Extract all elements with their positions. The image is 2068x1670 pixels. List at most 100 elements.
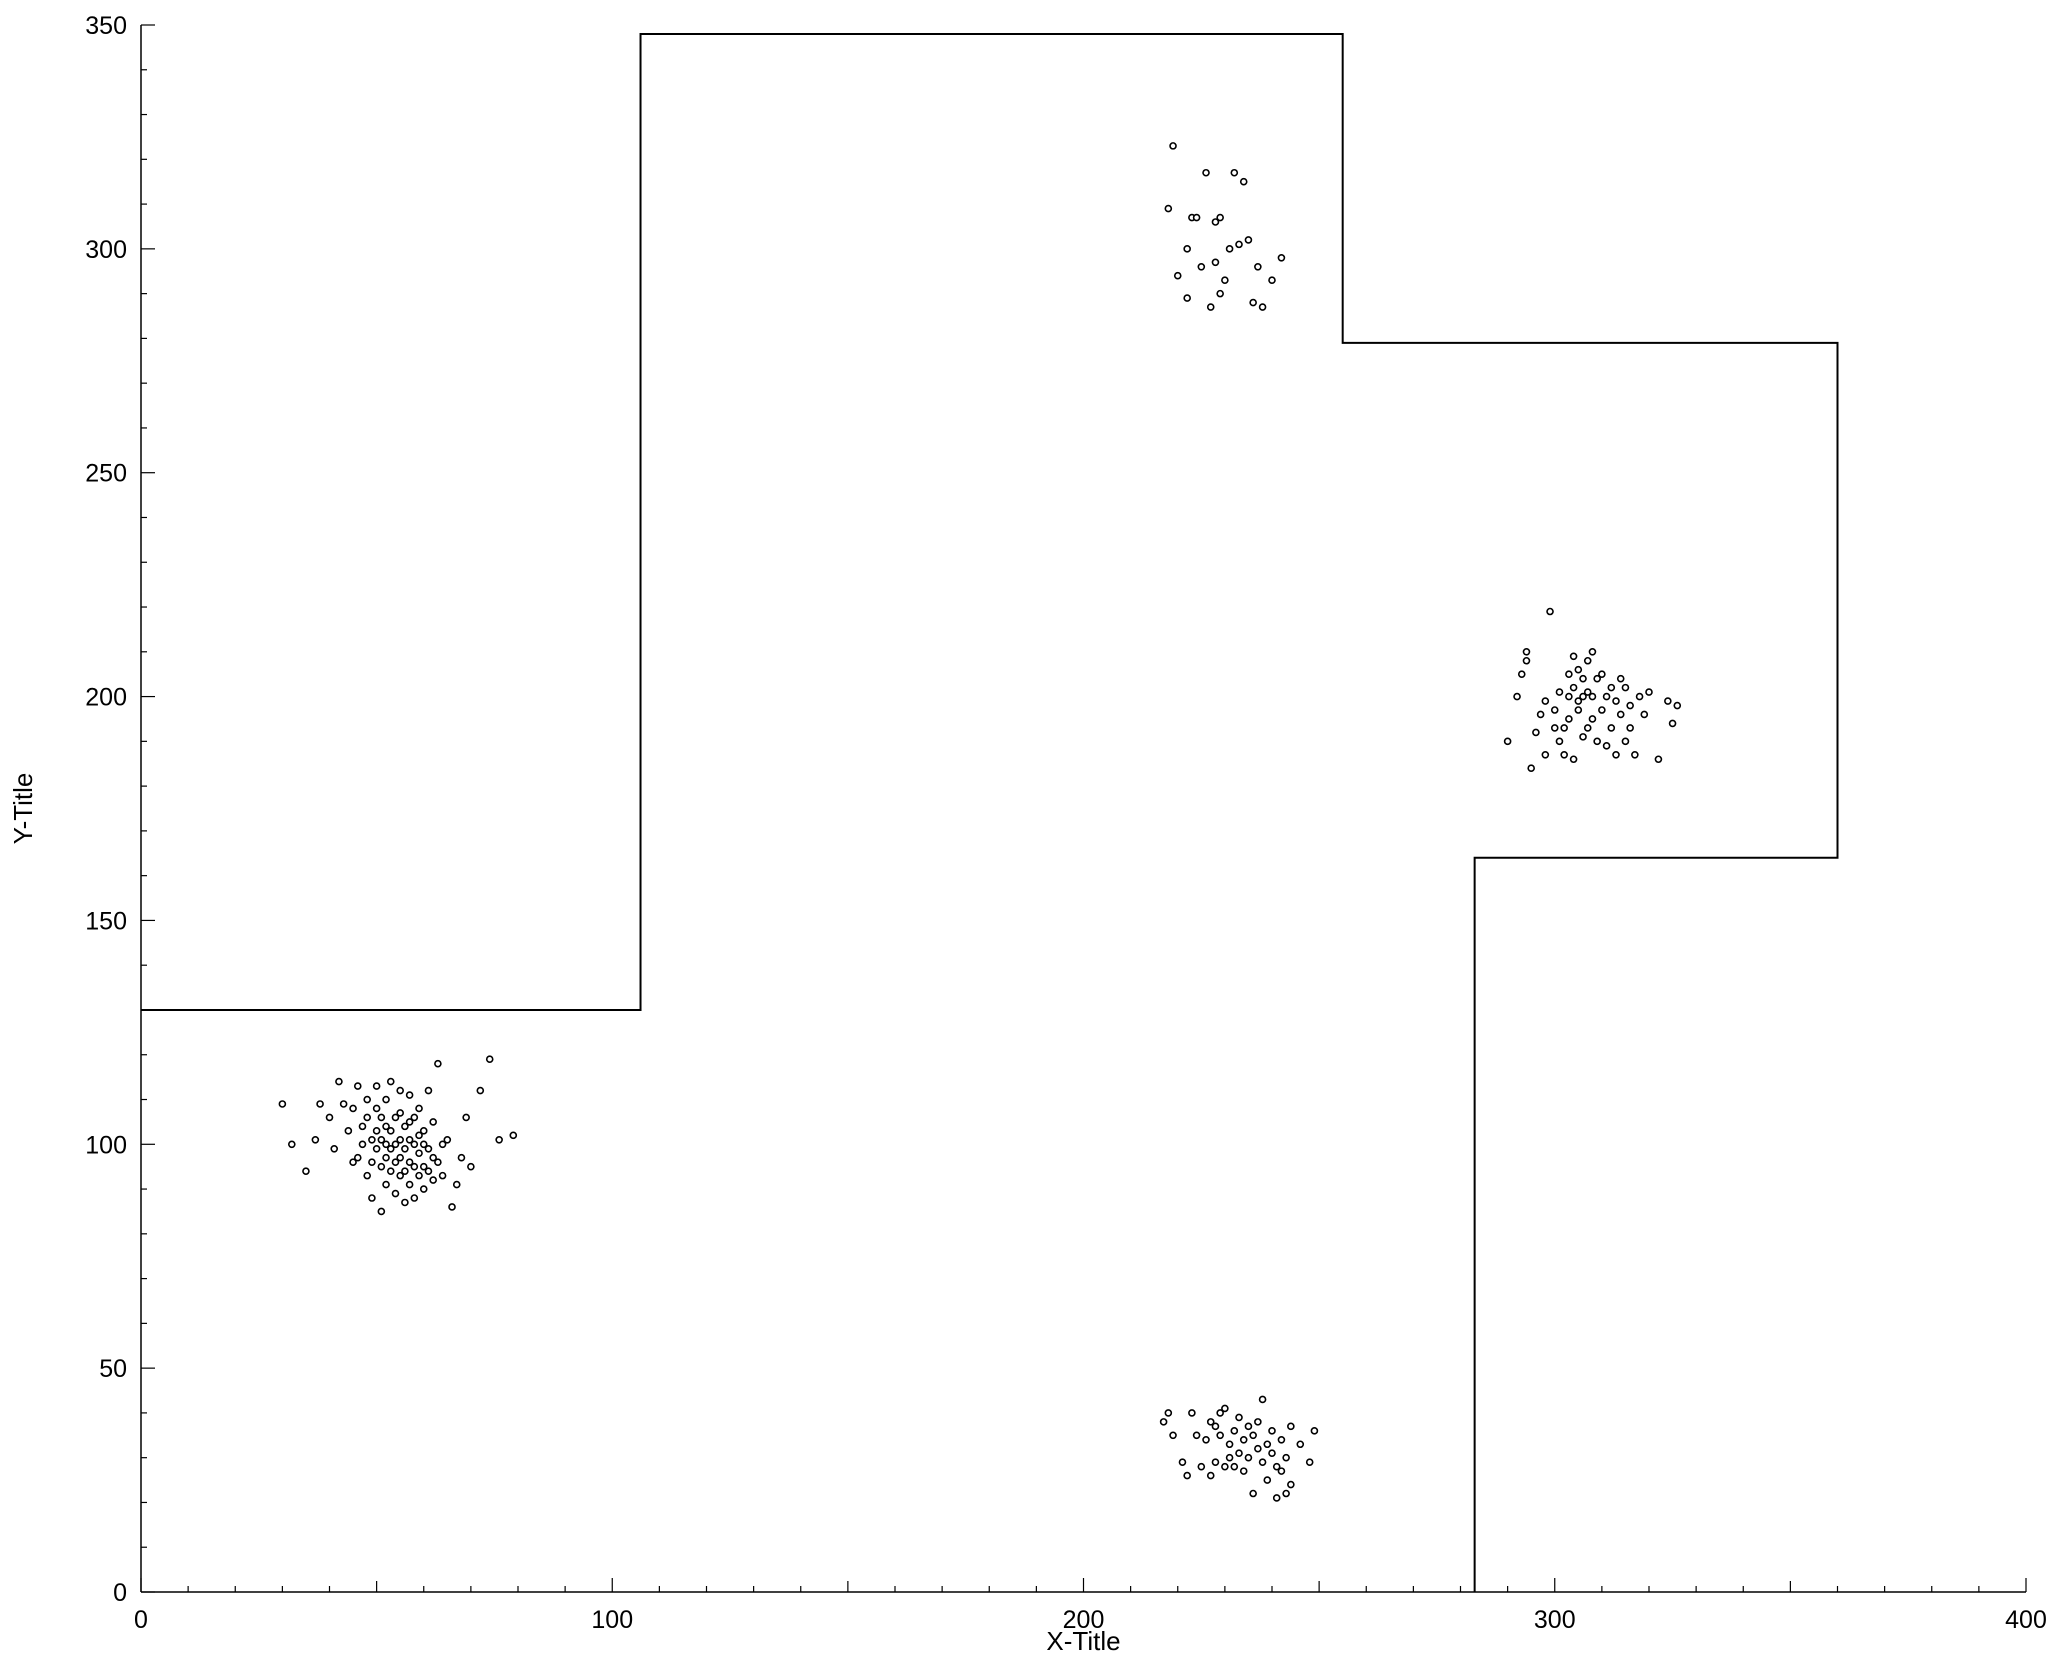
data-point (1621, 683, 1630, 692)
data-point (1532, 728, 1540, 737)
x-tick-label: 0 (134, 1606, 148, 1634)
data-point (1169, 142, 1177, 150)
data-point (1254, 1418, 1262, 1426)
y-tick-label: 350 (85, 12, 127, 40)
data-point (1598, 670, 1606, 678)
data-point (1541, 750, 1550, 759)
data-point (1235, 1449, 1243, 1458)
y-tick-label: 150 (85, 907, 127, 935)
data-point (1310, 1427, 1319, 1435)
data-point (405, 1136, 414, 1144)
data-point (1635, 692, 1644, 701)
data-point (1640, 710, 1649, 719)
data-point (1225, 1440, 1234, 1449)
data-point (353, 1153, 362, 1162)
data-point (1607, 724, 1616, 732)
data-point (405, 1180, 414, 1189)
x-axis-title: X-Title (1046, 1626, 1120, 1656)
data-point (1249, 1431, 1257, 1440)
data-point (1254, 1444, 1262, 1453)
data-point (382, 1122, 390, 1131)
data-point (1202, 1435, 1210, 1444)
series-1 (278, 1055, 518, 1216)
data-point (1282, 1453, 1290, 1462)
data-point (363, 1113, 372, 1122)
data-point (391, 1113, 400, 1122)
data-point (1602, 692, 1611, 701)
data-point (434, 1059, 442, 1068)
data-point (382, 1140, 390, 1149)
x-tick-label: 300 (1534, 1606, 1576, 1634)
data-point (363, 1171, 372, 1180)
data-point (368, 1158, 376, 1166)
data-point (311, 1136, 320, 1144)
y-tick-label: 100 (85, 1131, 127, 1159)
x-axis: 0 100 200 300 400 (134, 1578, 2047, 1634)
data-point (1225, 245, 1234, 253)
data-point (1239, 1467, 1248, 1475)
data-point (377, 1136, 386, 1144)
y-tick-label: 250 (85, 460, 127, 488)
data-point (1244, 1453, 1253, 1462)
data-point (368, 1136, 376, 1144)
data-point (353, 1082, 362, 1090)
data-point (1664, 697, 1672, 705)
data-point (1263, 1440, 1272, 1449)
data-point (1550, 706, 1559, 714)
data-point (278, 1100, 287, 1108)
y-tick-label: 200 (85, 684, 127, 712)
data-point (1282, 1489, 1290, 1498)
data-point (1258, 1458, 1267, 1466)
data-point (1550, 724, 1559, 732)
data-point (1631, 750, 1639, 759)
data-point (1272, 1462, 1281, 1471)
data-point (1197, 262, 1206, 271)
data-point (1188, 1409, 1196, 1417)
data-point (1211, 1458, 1220, 1466)
data-point (1230, 1427, 1239, 1435)
data-point (1588, 692, 1597, 701)
data-point (1277, 254, 1286, 262)
x-tick-label: 400 (2005, 1606, 2047, 1634)
data-point (1192, 213, 1201, 222)
data-point (401, 1122, 409, 1131)
data-point (368, 1194, 376, 1202)
data-point (1541, 697, 1550, 705)
data-point (462, 1113, 470, 1122)
y-tick-label: 300 (85, 236, 127, 264)
data-point (1536, 710, 1545, 719)
data-point (1221, 1462, 1229, 1471)
data-point (1593, 674, 1601, 683)
data-point (1555, 688, 1564, 696)
data-points-layer (278, 142, 1682, 1502)
data-point (424, 1167, 433, 1175)
data-point (415, 1149, 423, 1158)
data-point (1268, 1449, 1276, 1458)
data-point (405, 1091, 414, 1099)
data-point (1583, 724, 1592, 732)
data-point (1569, 755, 1578, 764)
data-point (1183, 294, 1191, 302)
data-point (1244, 236, 1253, 244)
data-point (372, 1127, 381, 1135)
data-point (1654, 755, 1663, 764)
data-point (419, 1162, 428, 1171)
data-point (476, 1086, 485, 1095)
data-point (1235, 240, 1243, 249)
data-point (372, 1144, 381, 1153)
data-point (391, 1189, 400, 1198)
data-point (419, 1185, 428, 1193)
data-point (1296, 1440, 1305, 1449)
data-point (396, 1153, 404, 1162)
x-tick-label: 100 (591, 1606, 633, 1634)
data-point (1254, 262, 1262, 271)
data-point (1579, 674, 1587, 683)
data-point (1616, 674, 1625, 683)
data-point (1569, 652, 1578, 661)
data-point (1258, 1395, 1267, 1404)
data-point (1588, 715, 1597, 723)
data-point (452, 1180, 461, 1189)
data-point (1277, 1435, 1286, 1444)
data-point (344, 1127, 353, 1135)
data-point (1206, 1418, 1215, 1426)
